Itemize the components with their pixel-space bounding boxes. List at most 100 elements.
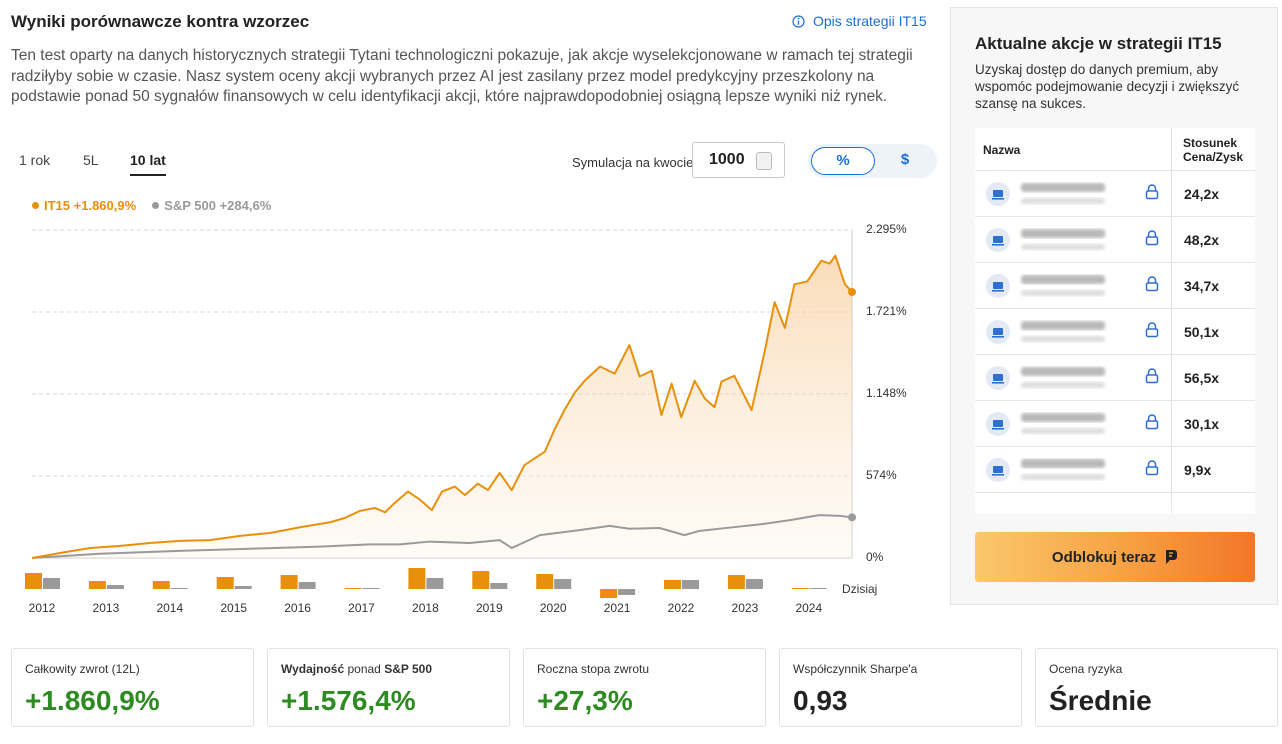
lock-icon bbox=[1145, 414, 1159, 430]
bar bbox=[600, 589, 618, 598]
x-tick-label: 2021 bbox=[604, 601, 631, 615]
blur-bar bbox=[1021, 183, 1105, 192]
stock-icon bbox=[986, 228, 1010, 252]
lock-shackle bbox=[1147, 322, 1157, 329]
pe-value: 30,1x bbox=[1184, 416, 1220, 432]
amount-value[interactable]: 1000 bbox=[709, 151, 745, 168]
blurred-name bbox=[1021, 183, 1105, 204]
pe-value: 24,2x bbox=[1184, 186, 1220, 202]
tab[interactable]: 5L bbox=[83, 152, 99, 168]
tab[interactable]: 1 rok bbox=[19, 152, 51, 168]
lock-icon bbox=[1145, 322, 1159, 338]
icon-screen bbox=[993, 282, 1003, 289]
legend-item: S&P 500 +284,6% bbox=[152, 198, 271, 213]
blur-bar bbox=[1021, 428, 1105, 434]
legend-total: +284,6% bbox=[219, 198, 272, 213]
chart: 0% 574% 1.148% 1.721% 2.295% 2012 2013 2014 2015… bbox=[25, 222, 907, 615]
bar bbox=[727, 575, 745, 589]
area bbox=[32, 255, 852, 558]
x-tick-label: 2018 bbox=[412, 601, 439, 615]
x-tick-label: 2014 bbox=[156, 601, 183, 615]
x-tick-label: 2020 bbox=[540, 601, 567, 615]
mode-toggle: % $ bbox=[808, 144, 937, 178]
x-tick-label: 2016 bbox=[284, 601, 311, 615]
lock-icon bbox=[1145, 368, 1159, 384]
blur-bar bbox=[1021, 367, 1105, 376]
stock-icon bbox=[986, 412, 1010, 436]
stat-card: Ocena ryzyka Średnie bbox=[1035, 648, 1278, 727]
lock-shackle bbox=[1147, 276, 1157, 283]
tab[interactable]: 10 lat bbox=[130, 152, 166, 176]
stock-table: Nazwa Stosunek Cena/Zysk 24,2x 48,2x 34,7x… bbox=[975, 128, 1255, 514]
stock-icon bbox=[986, 182, 1010, 206]
lock-shackle bbox=[1147, 184, 1157, 191]
lock-shackle bbox=[1147, 460, 1157, 467]
lock-body bbox=[1145, 328, 1159, 338]
panel-description: Uzyskaj dostęp do danych premium, aby ws… bbox=[975, 62, 1240, 111]
card-value: +1.860,9% bbox=[25, 685, 160, 716]
card-value: +27,3% bbox=[537, 685, 633, 716]
bar bbox=[791, 588, 809, 589]
unlock-button[interactable]: Odblokuj teraz bbox=[975, 532, 1255, 582]
x-tick-label: 2012 bbox=[29, 601, 56, 615]
panel-title: Aktualne akcje w strategii IT15 bbox=[975, 34, 1222, 53]
icon-base bbox=[992, 382, 1004, 384]
bar bbox=[664, 580, 681, 589]
blurred-name bbox=[1021, 367, 1105, 388]
blur-bar bbox=[1021, 336, 1105, 342]
table-row: 48,2x bbox=[975, 216, 1255, 263]
stock-icon bbox=[986, 320, 1010, 344]
bar bbox=[362, 588, 380, 589]
column-header: Stosunek Cena/Zysk bbox=[1183, 136, 1244, 164]
icon-base bbox=[992, 244, 1004, 246]
title: Wyniki porównawcze kontra wzorzec bbox=[11, 12, 310, 31]
stat-card: Wydajność ponad S&P 500 +1.576,4% bbox=[267, 648, 510, 727]
y-tick-label: 1.721% bbox=[866, 304, 907, 318]
pe-value: 56,5x bbox=[1184, 370, 1220, 386]
simulation-label: Symulacja na kwocie bbox=[572, 155, 694, 170]
stock-icon bbox=[986, 366, 1010, 390]
x-tick-label: 2015 bbox=[220, 601, 247, 615]
card-label: Wydajność ponad S&P 500 bbox=[281, 662, 432, 676]
legend-dot bbox=[152, 202, 160, 209]
amount-input[interactable]: 1000 bbox=[692, 142, 785, 178]
side-panel: Aktualne akcje w strategii IT15 Uzyskaj … bbox=[950, 7, 1278, 605]
bar bbox=[234, 586, 252, 589]
pe-value: 48,2x bbox=[1184, 232, 1220, 248]
mode[interactable]: $ bbox=[900, 151, 910, 168]
card-label: Całkowity zwrot (12L) bbox=[25, 662, 140, 676]
link-text[interactable]: Opis strategii IT15 bbox=[813, 13, 927, 29]
icon-base bbox=[992, 198, 1004, 200]
bar bbox=[618, 589, 636, 595]
lock-shackle bbox=[1147, 368, 1157, 375]
blurred-name bbox=[1021, 459, 1105, 480]
icon-screen bbox=[993, 328, 1003, 335]
spinner[interactable] bbox=[756, 152, 772, 170]
x-tick-label: 2013 bbox=[93, 601, 120, 615]
bar bbox=[25, 573, 42, 589]
icon-base bbox=[992, 428, 1004, 430]
lock-shackle bbox=[1147, 230, 1157, 237]
pe-value: 50,1x bbox=[1184, 324, 1220, 340]
icon-screen bbox=[993, 420, 1003, 427]
table-row: 34,7x bbox=[975, 262, 1255, 309]
bar bbox=[152, 581, 170, 589]
bar bbox=[280, 575, 298, 589]
stock-icon bbox=[986, 274, 1010, 298]
icon-screen bbox=[993, 466, 1003, 473]
card-label: Ocena ryzyka bbox=[1049, 662, 1123, 676]
mode[interactable]: % bbox=[811, 147, 875, 175]
icon-screen bbox=[993, 236, 1003, 243]
blur-bar bbox=[1021, 290, 1105, 296]
strategy-link[interactable]: Opis strategii IT15 bbox=[792, 13, 927, 29]
legend-total: +1.860,9% bbox=[73, 198, 137, 213]
line bbox=[31, 514, 853, 559]
blur-bar bbox=[1021, 321, 1105, 330]
blurred-name bbox=[1021, 321, 1105, 342]
stat-card: Współczynnik Sharpe'a 0,93 bbox=[779, 648, 1022, 727]
button-text[interactable]: Odblokuj teraz bbox=[1051, 548, 1157, 566]
y-tick-label: 1.148% bbox=[866, 386, 907, 400]
x-tick-label: 2017 bbox=[348, 601, 375, 615]
lock-body bbox=[1145, 282, 1159, 292]
